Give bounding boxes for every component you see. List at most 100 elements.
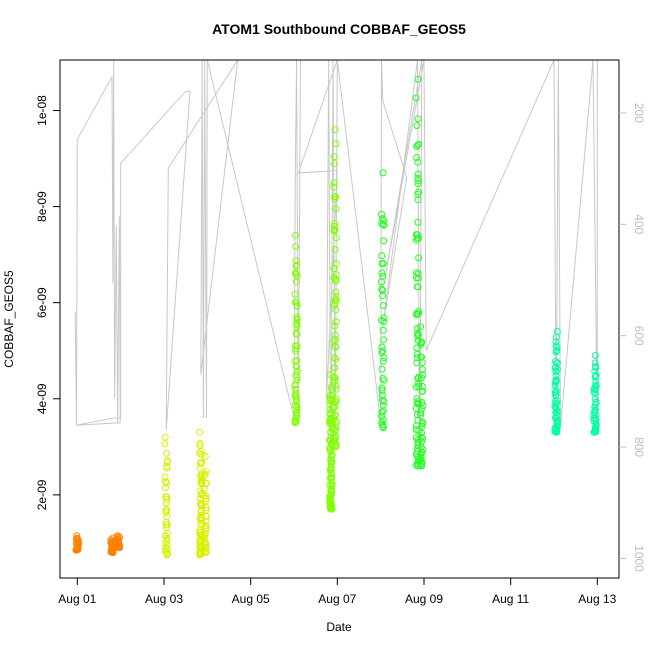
data-point: [161, 440, 169, 448]
data-point: [415, 382, 423, 390]
data-point: [417, 450, 425, 458]
data-point: [414, 180, 422, 187]
data-point: [380, 237, 388, 245]
data-point: [378, 285, 386, 293]
data-point: [552, 357, 559, 365]
chart-title: ATOM1 Southbound COBBAF_GEOS5: [212, 21, 466, 37]
data-point: [331, 246, 339, 253]
data-point: [378, 210, 386, 218]
y-tick-label: 4e-09: [35, 383, 49, 414]
data-point: [162, 509, 170, 516]
data-point: [378, 384, 386, 392]
data-point: [413, 324, 421, 332]
data-point: [331, 296, 339, 304]
data-point: [202, 495, 210, 503]
data-point: [331, 374, 339, 382]
data-point: [197, 473, 205, 481]
data-point: [591, 406, 599, 414]
data-point: [331, 342, 339, 350]
data-point: [161, 532, 169, 539]
data-point: [417, 409, 425, 417]
data-point: [163, 449, 171, 457]
data-point: [328, 473, 336, 481]
y2-tick-label: 400: [632, 214, 646, 234]
data-point: [163, 521, 170, 529]
data-point: [332, 293, 340, 301]
data-point: [331, 431, 339, 439]
data-point: [591, 386, 599, 394]
data-point: [331, 354, 338, 361]
data-point: [418, 338, 426, 346]
data-point: [379, 287, 386, 294]
data-point: [379, 347, 387, 355]
x-tick-label: Aug 03: [145, 592, 183, 606]
data-point: [292, 389, 300, 397]
data-point: [378, 220, 386, 228]
data-point: [327, 448, 335, 456]
data-point: [293, 376, 301, 384]
data-point: [196, 428, 204, 436]
data-point: [330, 160, 338, 168]
data-point: [114, 535, 121, 543]
data-point: [331, 336, 339, 344]
data-point: [202, 522, 210, 530]
data-point: [414, 332, 422, 340]
data-point: [327, 486, 335, 494]
data-point: [419, 371, 427, 379]
data-point: [379, 392, 386, 400]
data-point: [113, 532, 121, 540]
data-point: [380, 336, 388, 344]
data-point: [292, 243, 300, 250]
data-point: [378, 396, 386, 404]
data-point: [292, 299, 300, 307]
data-point: [202, 517, 210, 525]
data-point: [418, 399, 426, 406]
data-point: [331, 364, 339, 372]
data-point: [417, 323, 425, 331]
data-point: [332, 398, 340, 405]
y2-tick-label: 1000: [632, 545, 646, 572]
data-point: [414, 115, 422, 123]
data-point: [553, 328, 561, 335]
data-point: [379, 416, 387, 424]
data-point: [551, 424, 559, 432]
data-point: [413, 231, 421, 239]
x-tick-label: Aug 09: [405, 592, 443, 606]
data-point: [414, 170, 422, 178]
data-point: [293, 406, 301, 414]
data-point: [332, 355, 340, 363]
data-point: [418, 429, 425, 437]
x-axis-label: Date: [326, 620, 352, 634]
data-point: [591, 395, 599, 403]
data-point: [414, 158, 422, 166]
data-point: [331, 331, 339, 339]
y-tick-label: 8e-09: [35, 191, 49, 222]
y2-tick-label: 800: [632, 437, 646, 457]
data-point: [380, 376, 388, 384]
data-point: [292, 393, 300, 401]
data-point: [413, 154, 421, 161]
data-point: [332, 442, 339, 450]
data-point: [330, 378, 338, 386]
data-point: [417, 433, 425, 441]
data-point: [418, 438, 426, 445]
x-tick-label: Aug 07: [318, 592, 356, 606]
data-point: [291, 385, 299, 393]
data-point: [200, 485, 208, 493]
data-point: [412, 426, 420, 433]
data-point: [292, 270, 300, 278]
y-tick-label: 1e-08: [35, 95, 49, 126]
data-point: [332, 395, 340, 403]
data-point: [161, 473, 169, 481]
data-points: [72, 75, 600, 559]
data-point: [330, 179, 338, 187]
data-point: [413, 354, 421, 362]
plot-frame: [59, 59, 620, 579]
data-point: [413, 395, 421, 403]
data-lines: [74, 59, 598, 495]
data-point: [552, 338, 560, 346]
data-point: [200, 471, 208, 479]
data-point: [380, 314, 388, 322]
data-point: [292, 342, 299, 350]
data-point: [379, 302, 387, 309]
